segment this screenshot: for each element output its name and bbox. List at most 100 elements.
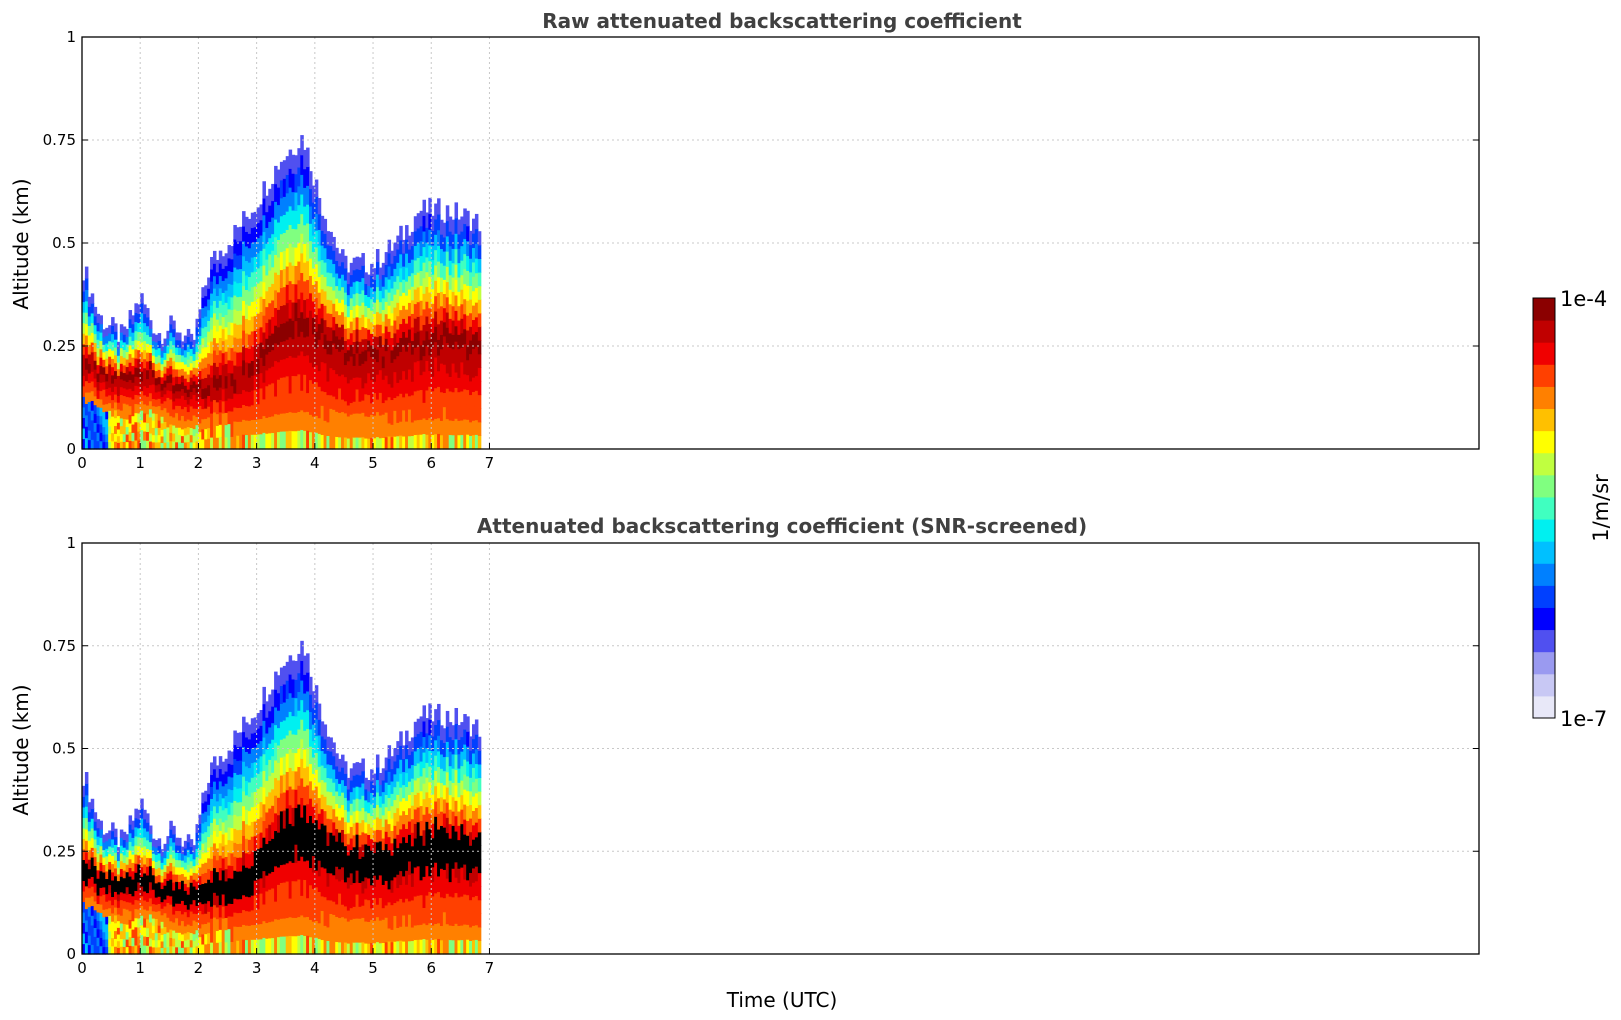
- heatmap-cell: [102, 396, 106, 405]
- heatmap-cell: [259, 725, 264, 742]
- heatmap-cell: [148, 857, 153, 867]
- heatmap-cell: [477, 926, 482, 942]
- heatmap-cell: [157, 333, 162, 341]
- heatmap-cell: [204, 882, 208, 894]
- heatmap-cell: [148, 905, 153, 915]
- heatmap-cell: [105, 327, 109, 336]
- heatmap-column: [288, 149, 293, 450]
- heatmap-cell: [207, 921, 211, 934]
- heatmap-column: [373, 773, 377, 955]
- heatmap-cell: [285, 320, 290, 340]
- heatmap-cell: [405, 926, 409, 941]
- heatmap-cell: [154, 356, 159, 364]
- colorbar-swatch: [1533, 320, 1555, 343]
- heatmap-cell: [119, 883, 124, 893]
- heatmap-cell: [329, 764, 333, 779]
- heatmap-cell: [140, 924, 144, 936]
- heatmap-cell: [434, 310, 438, 327]
- heatmap-cell: [148, 400, 153, 410]
- heatmap-cell: [445, 327, 450, 343]
- heatmap-column: [96, 819, 101, 955]
- heatmap-cell: [431, 303, 435, 319]
- heatmap-cell: [297, 430, 301, 450]
- heatmap-cell: [439, 868, 444, 884]
- heatmap-cell: [303, 355, 307, 375]
- heatmap-cell: [277, 396, 281, 415]
- heatmap-cell: [343, 255, 348, 269]
- heatmap-cell: [373, 347, 377, 360]
- heatmap-cell: [212, 842, 217, 856]
- heatmap-cell: [236, 435, 240, 450]
- heatmap-cell: [381, 379, 386, 392]
- heatmap-cell: [355, 364, 360, 378]
- heatmap-cell: [212, 424, 217, 438]
- heatmap-cell: [419, 374, 424, 391]
- heatmap-cell: [271, 871, 275, 889]
- heatmap-cell: [183, 413, 188, 422]
- heatmap-cell: [346, 305, 351, 318]
- heatmap-cell: [102, 916, 106, 925]
- heatmap-column: [90, 293, 95, 450]
- heatmap-cell: [125, 924, 130, 933]
- heatmap-cell: [378, 795, 383, 808]
- heatmap-cell: [338, 363, 342, 377]
- heatmap-cell: [256, 803, 261, 820]
- heatmap-cell: [154, 868, 159, 877]
- heatmap-cell: [259, 280, 264, 297]
- heatmap-cell: [119, 339, 124, 349]
- heatmap-column: [212, 756, 217, 955]
- heatmap-cell: [378, 829, 383, 842]
- heatmap-cell: [346, 327, 351, 340]
- heatmap-cell: [311, 806, 316, 824]
- heatmap-cell: [239, 268, 243, 283]
- heatmap-cell: [105, 938, 109, 948]
- heatmap-cell: [183, 434, 188, 443]
- heatmap-cell: [227, 877, 232, 892]
- heatmap-cell: [419, 389, 424, 405]
- heatmap-cell: [361, 819, 365, 833]
- heatmap-cell: [294, 302, 298, 322]
- heatmap-cell: [82, 943, 86, 955]
- heatmap-cell: [431, 895, 435, 911]
- heatmap-cell: [297, 373, 301, 394]
- heatmap-cell: [210, 894, 214, 907]
- heatmap-cell: [373, 841, 377, 854]
- heatmap-cell: [442, 798, 447, 814]
- heatmap-cell: [405, 421, 409, 436]
- heatmap-cell: [390, 424, 395, 438]
- heatmap-cell: [346, 360, 351, 373]
- heatmap-cell: [375, 854, 380, 868]
- heatmap-cell: [166, 338, 170, 347]
- heatmap-cell: [294, 338, 298, 358]
- heatmap-cell: [317, 386, 322, 403]
- heatmap-cell: [343, 424, 348, 438]
- heatmap-cell: [428, 828, 432, 845]
- heatmap-cell: [274, 936, 278, 955]
- heatmap-cell: [434, 800, 438, 817]
- heatmap-cell: [399, 407, 403, 422]
- heatmap-cell: [375, 754, 380, 768]
- heatmap-cell: [338, 893, 342, 906]
- heatmap-cell: [393, 345, 397, 360]
- heatmap-cell: [332, 782, 336, 796]
- heatmap-cell: [212, 288, 217, 301]
- heatmap-cell: [349, 826, 354, 839]
- heatmap-cell: [274, 706, 278, 726]
- heatmap-cell: [402, 862, 406, 877]
- heatmap-column: [154, 334, 159, 450]
- heatmap-cell: [457, 725, 461, 740]
- heatmap-cell: [151, 369, 156, 378]
- heatmap-cell: [277, 727, 281, 746]
- heatmap-cell: [116, 940, 121, 948]
- heatmap-cell: [175, 434, 179, 443]
- heatmap-cell: [343, 304, 348, 317]
- heatmap-cell: [390, 892, 395, 906]
- heatmap-cell: [349, 309, 354, 322]
- heatmap-cell: [477, 435, 482, 450]
- heatmap-cell: [343, 833, 348, 847]
- heatmap-cell: [288, 430, 293, 450]
- heatmap-cell: [381, 779, 386, 793]
- heatmap-cell: [166, 939, 170, 948]
- heatmap-cell: [343, 869, 348, 883]
- heatmap-cell: [285, 917, 290, 937]
